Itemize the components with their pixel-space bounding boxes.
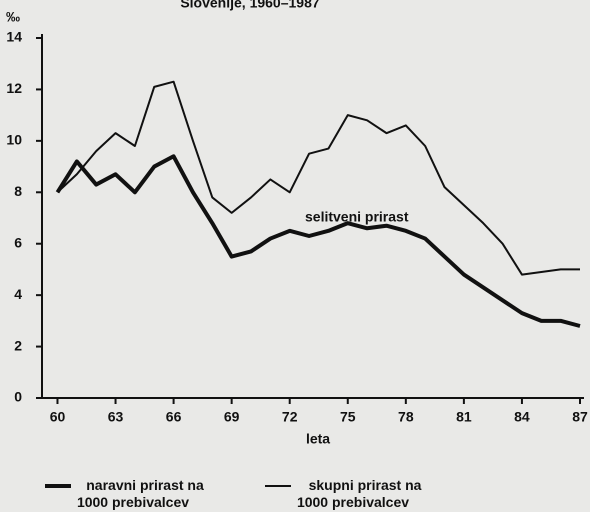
y-tick-label: 2 — [14, 337, 22, 353]
x-tick-label: 72 — [282, 409, 298, 425]
y-tick-label: 4 — [14, 286, 22, 302]
x-axis-label: leta — [306, 431, 330, 447]
y-tick-label: 10 — [6, 132, 22, 148]
x-tick-label: 60 — [50, 409, 66, 425]
x-tick-label: 81 — [456, 409, 472, 425]
y-tick-label: 14 — [6, 29, 22, 45]
chart-title: Slovenije, 1960–1987 — [180, 0, 320, 11]
x-tick-label: 69 — [224, 409, 240, 425]
x-tick-label: 84 — [514, 409, 530, 425]
x-tick-label: 78 — [398, 409, 414, 425]
y-tick-label: 6 — [14, 234, 22, 250]
y-tick-label: 12 — [6, 80, 22, 96]
series-line — [56, 80, 580, 276]
y-unit: ‰ — [6, 9, 20, 25]
legend-label: skupni prirast na 1000 prebivalcev — [297, 477, 422, 510]
legend-label: naravni prirast na 1000 prebivalcev — [77, 477, 204, 510]
x-tick-label: 87 — [572, 409, 588, 425]
x-tick-label: 63 — [108, 409, 124, 425]
y-tick-label: 0 — [14, 389, 22, 405]
series-line — [55, 154, 581, 328]
y-tick-label: 8 — [14, 183, 22, 199]
x-tick-label: 75 — [340, 409, 356, 425]
x-tick-label: 66 — [166, 409, 182, 425]
annotation: selitveni prirast — [305, 209, 409, 225]
